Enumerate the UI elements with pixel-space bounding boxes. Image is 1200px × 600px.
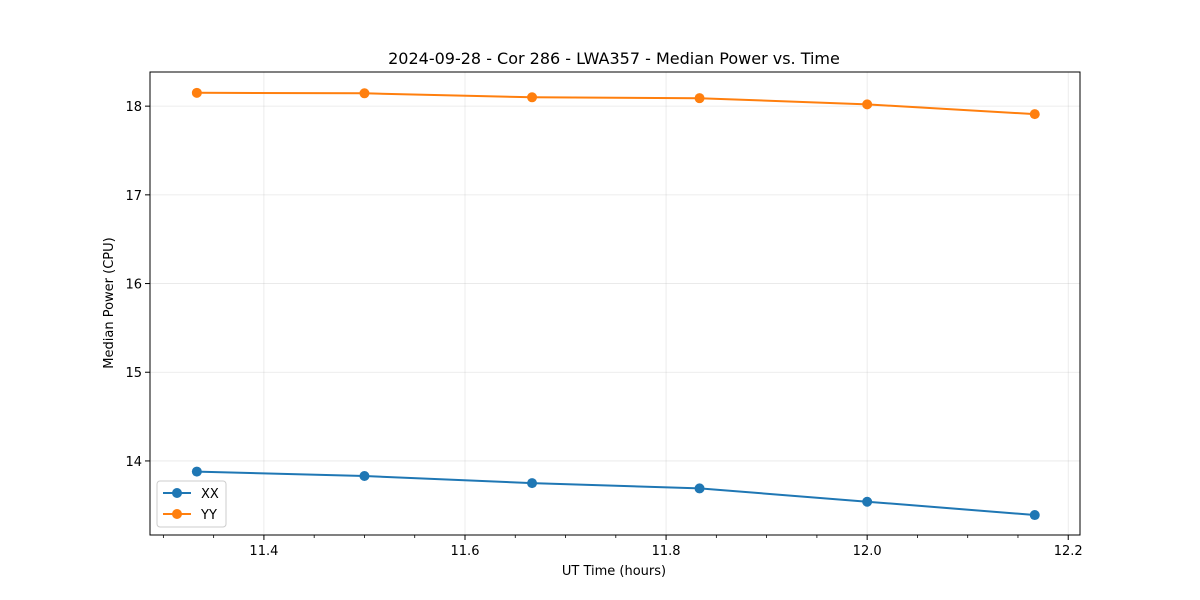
x-tick-label: 12.2 [1054,544,1083,559]
y-tick-label: 16 [125,278,142,293]
x-tick-label: 11.8 [652,544,681,559]
series-yy-point [527,92,538,103]
series-yy-point [862,99,873,110]
legend-xx-label: XX [201,487,219,502]
series-xx-point [694,483,705,494]
series-xx-point [1029,510,1040,521]
series-xx-point [191,466,202,477]
series-yy-line [196,91,1035,116]
series-xx-point [862,496,873,507]
grid [150,72,1080,535]
x-tick-label: 11.4 [249,544,278,559]
series-yy-point [191,87,202,98]
series-xx-point [527,478,538,489]
plot-frame [149,71,1081,536]
y-tick-label: 17 [125,189,142,204]
series-xx-line [196,470,1035,516]
y-tick-label: 15 [125,366,142,381]
y-tick-label: 18 [125,100,142,115]
x-axis-label: UT Time (hours) [562,564,666,579]
legend-xx-marker [172,488,182,498]
y-tick-label: 14 [125,455,142,470]
legend: XX YY [156,480,227,528]
x-tick-label: 12.0 [853,544,882,559]
legend-yy-label: YY [200,508,217,523]
series-yy-point [359,88,370,99]
series-xx-point [359,471,370,482]
x-tick-label: 11.6 [451,544,480,559]
series-yy-point [694,93,705,104]
y-axis-label: Median Power (CPU) [102,237,117,368]
series-layer [191,87,1040,521]
ticks: 11.4 11.6 11.8 12.0 12.2 14 15 16 17 18 [125,100,1082,559]
series-yy-point [1029,109,1040,120]
chart-title: 2024-09-28 - Cor 286 - LWA357 - Median P… [388,49,840,68]
legend-yy-marker [172,509,182,519]
